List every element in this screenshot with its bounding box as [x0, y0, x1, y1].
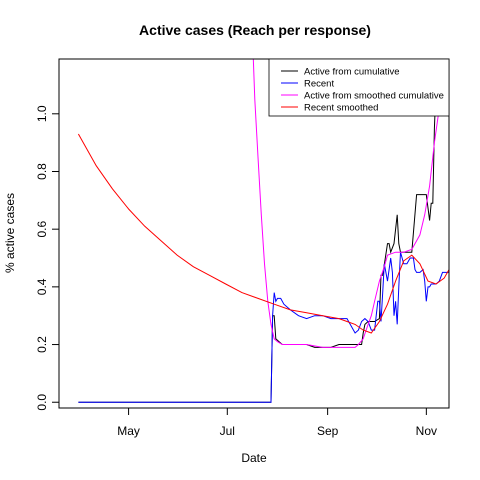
series-line-recent	[78, 252, 449, 403]
series-group	[77, 59, 449, 403]
series-line-active-from-smoothed-cumulative	[252, 59, 440, 348]
legend-label-active-from-smoothed-cumulative: Active from smoothed cumulative	[304, 90, 444, 101]
legend-label-active-from-cumulative: Active from cumulative	[304, 66, 400, 77]
y-tick-label: 0.8	[35, 163, 49, 180]
x-tick-label: Sep	[317, 424, 339, 438]
series-line-recent-smoothed	[77, 133, 449, 334]
y-tick-label: 0.6	[35, 221, 49, 238]
legend-label-recent-smoothed: Recent smoothed	[304, 102, 378, 113]
x-tick-label: Jul	[220, 424, 235, 438]
y-axis: 0.0 0.2 0.4 0.6 0.8 1.0	[35, 105, 60, 411]
x-tick-label: May	[117, 424, 140, 438]
y-tick-label: 0.2	[35, 336, 49, 353]
legend-box	[268, 58, 450, 117]
x-tick-label: Nov	[416, 424, 437, 438]
x-axis: May Jul Sep Nov	[117, 407, 437, 438]
y-axis-label: % active cases	[3, 193, 17, 273]
y-tick-label: 0.4	[35, 278, 49, 295]
y-tick-label: 0.0	[35, 394, 49, 411]
chart-title: Active cases (Reach per response)	[139, 22, 371, 38]
y-tick-label: 1.0	[35, 105, 49, 122]
legend-label-recent: Recent	[304, 78, 334, 89]
x-axis-label: Date	[241, 451, 267, 465]
